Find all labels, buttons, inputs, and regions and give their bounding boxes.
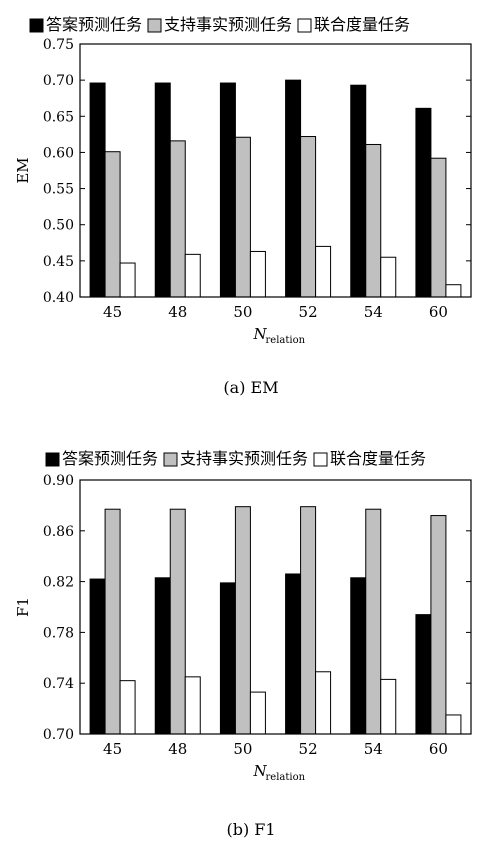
x-tick-label: 54 (364, 303, 383, 321)
bar (300, 136, 317, 298)
bar (219, 82, 236, 298)
legend-swatch (45, 452, 60, 467)
bar (249, 691, 266, 735)
bar (104, 151, 121, 298)
bar (285, 573, 302, 735)
y-tick-label: 0.82 (43, 575, 74, 591)
bar (89, 82, 106, 298)
legend-label: 答案预测任务 (62, 449, 158, 468)
chart-legend: 答案预测任务 支持事实预测任务 联合度量任务 (45, 449, 426, 468)
bar (415, 614, 432, 735)
legend-swatch (163, 452, 178, 467)
x-tick-label: 60 (429, 303, 448, 321)
x-tick-label: 50 (233, 303, 252, 321)
bar (154, 577, 171, 735)
bar (285, 79, 302, 298)
y-tick-label: 0.90 (43, 473, 74, 489)
y-tick-label: 0.55 (43, 182, 74, 198)
bar (119, 680, 136, 735)
bar (380, 678, 397, 735)
bar (169, 508, 186, 735)
f1-chart-caption: (b) F1 (226, 820, 276, 839)
bar (234, 506, 251, 735)
em-chart-panel: 答案预测任务 支持事实预测任务 联合度量任务 0.40 0.45 0.50 0.55 0.60… (0, 0, 502, 420)
x-tick-label: 50 (233, 740, 252, 758)
legend-swatch (29, 18, 44, 33)
x-tick-label: 45 (103, 740, 122, 758)
y-axis-label: EM (14, 157, 32, 183)
y-tick-label: 0.40 (43, 290, 74, 306)
plot-frame (79, 479, 472, 735)
legend-swatch (297, 18, 312, 33)
bar (380, 256, 397, 298)
bar (169, 140, 186, 298)
bar (315, 671, 332, 735)
em-chart: 答案预测任务 支持事实预测任务 联合度量任务 0.40 0.45 0.50 0.55 0.60… (14, 15, 472, 346)
f1-chart-panel: 答案预测任务 支持事实预测任务 联合度量任务 0.70 0.74 0.78 0.82 0.86… (0, 440, 502, 854)
bar (315, 245, 332, 298)
legend-label: 联合度量任务 (330, 449, 426, 468)
y-tick-label: 0.86 (43, 524, 74, 540)
bar (430, 515, 447, 735)
bar (445, 284, 462, 298)
x-tick-label: 52 (299, 740, 318, 758)
x-axis-label: N (253, 762, 268, 780)
x-tick-label: 54 (364, 740, 383, 758)
y-tick-label: 0.75 (43, 37, 74, 53)
f1-chart: 答案预测任务 支持事实预测任务 联合度量任务 0.70 0.74 0.78 0.82 0.86… (14, 449, 472, 783)
x-axis-label-subscript: relation (266, 335, 306, 346)
bar (430, 157, 447, 298)
bar (249, 250, 266, 298)
bar (365, 143, 382, 298)
y-tick-label: 0.45 (43, 254, 74, 270)
x-axis-label-subscript: relation (266, 772, 306, 783)
y-tick-label: 0.65 (43, 109, 74, 125)
legend-label: 答案预测任务 (46, 15, 142, 34)
bar (300, 506, 317, 735)
bar (219, 582, 236, 735)
x-axis-label: N (253, 325, 268, 343)
bar (89, 578, 106, 735)
bar (350, 84, 367, 298)
chart-legend: 答案预测任务 支持事实预测任务 联合度量任务 (29, 15, 410, 34)
bar (234, 136, 251, 298)
y-tick-label: 0.50 (43, 218, 74, 234)
legend-label: 支持事实预测任务 (180, 449, 308, 468)
bar (350, 577, 367, 735)
legend-swatch (313, 452, 328, 467)
y-tick-label: 0.74 (43, 676, 74, 692)
x-tick-label: 48 (168, 303, 187, 321)
plot-frame (79, 43, 472, 298)
y-tick-label: 0.70 (43, 727, 74, 743)
bar (365, 508, 382, 735)
legend-swatch (147, 18, 162, 33)
y-tick-label: 0.78 (43, 625, 74, 641)
legend-label: 支持事实预测任务 (164, 15, 292, 34)
y-tick-label: 0.70 (43, 73, 74, 89)
bar (184, 676, 201, 735)
bar (445, 714, 462, 735)
y-tick-label: 0.60 (43, 145, 74, 161)
x-tick-label: 60 (429, 740, 448, 758)
bar (154, 82, 171, 298)
bar (119, 262, 136, 298)
bar (104, 508, 121, 735)
x-tick-label: 52 (299, 303, 318, 321)
x-tick-label: 48 (168, 740, 187, 758)
bar (415, 107, 432, 298)
y-axis-label: F1 (14, 597, 32, 617)
x-tick-label: 45 (103, 303, 122, 321)
legend-label: 联合度量任务 (314, 15, 410, 34)
bar (184, 253, 201, 298)
em-chart-caption: (a) EM (223, 378, 279, 397)
